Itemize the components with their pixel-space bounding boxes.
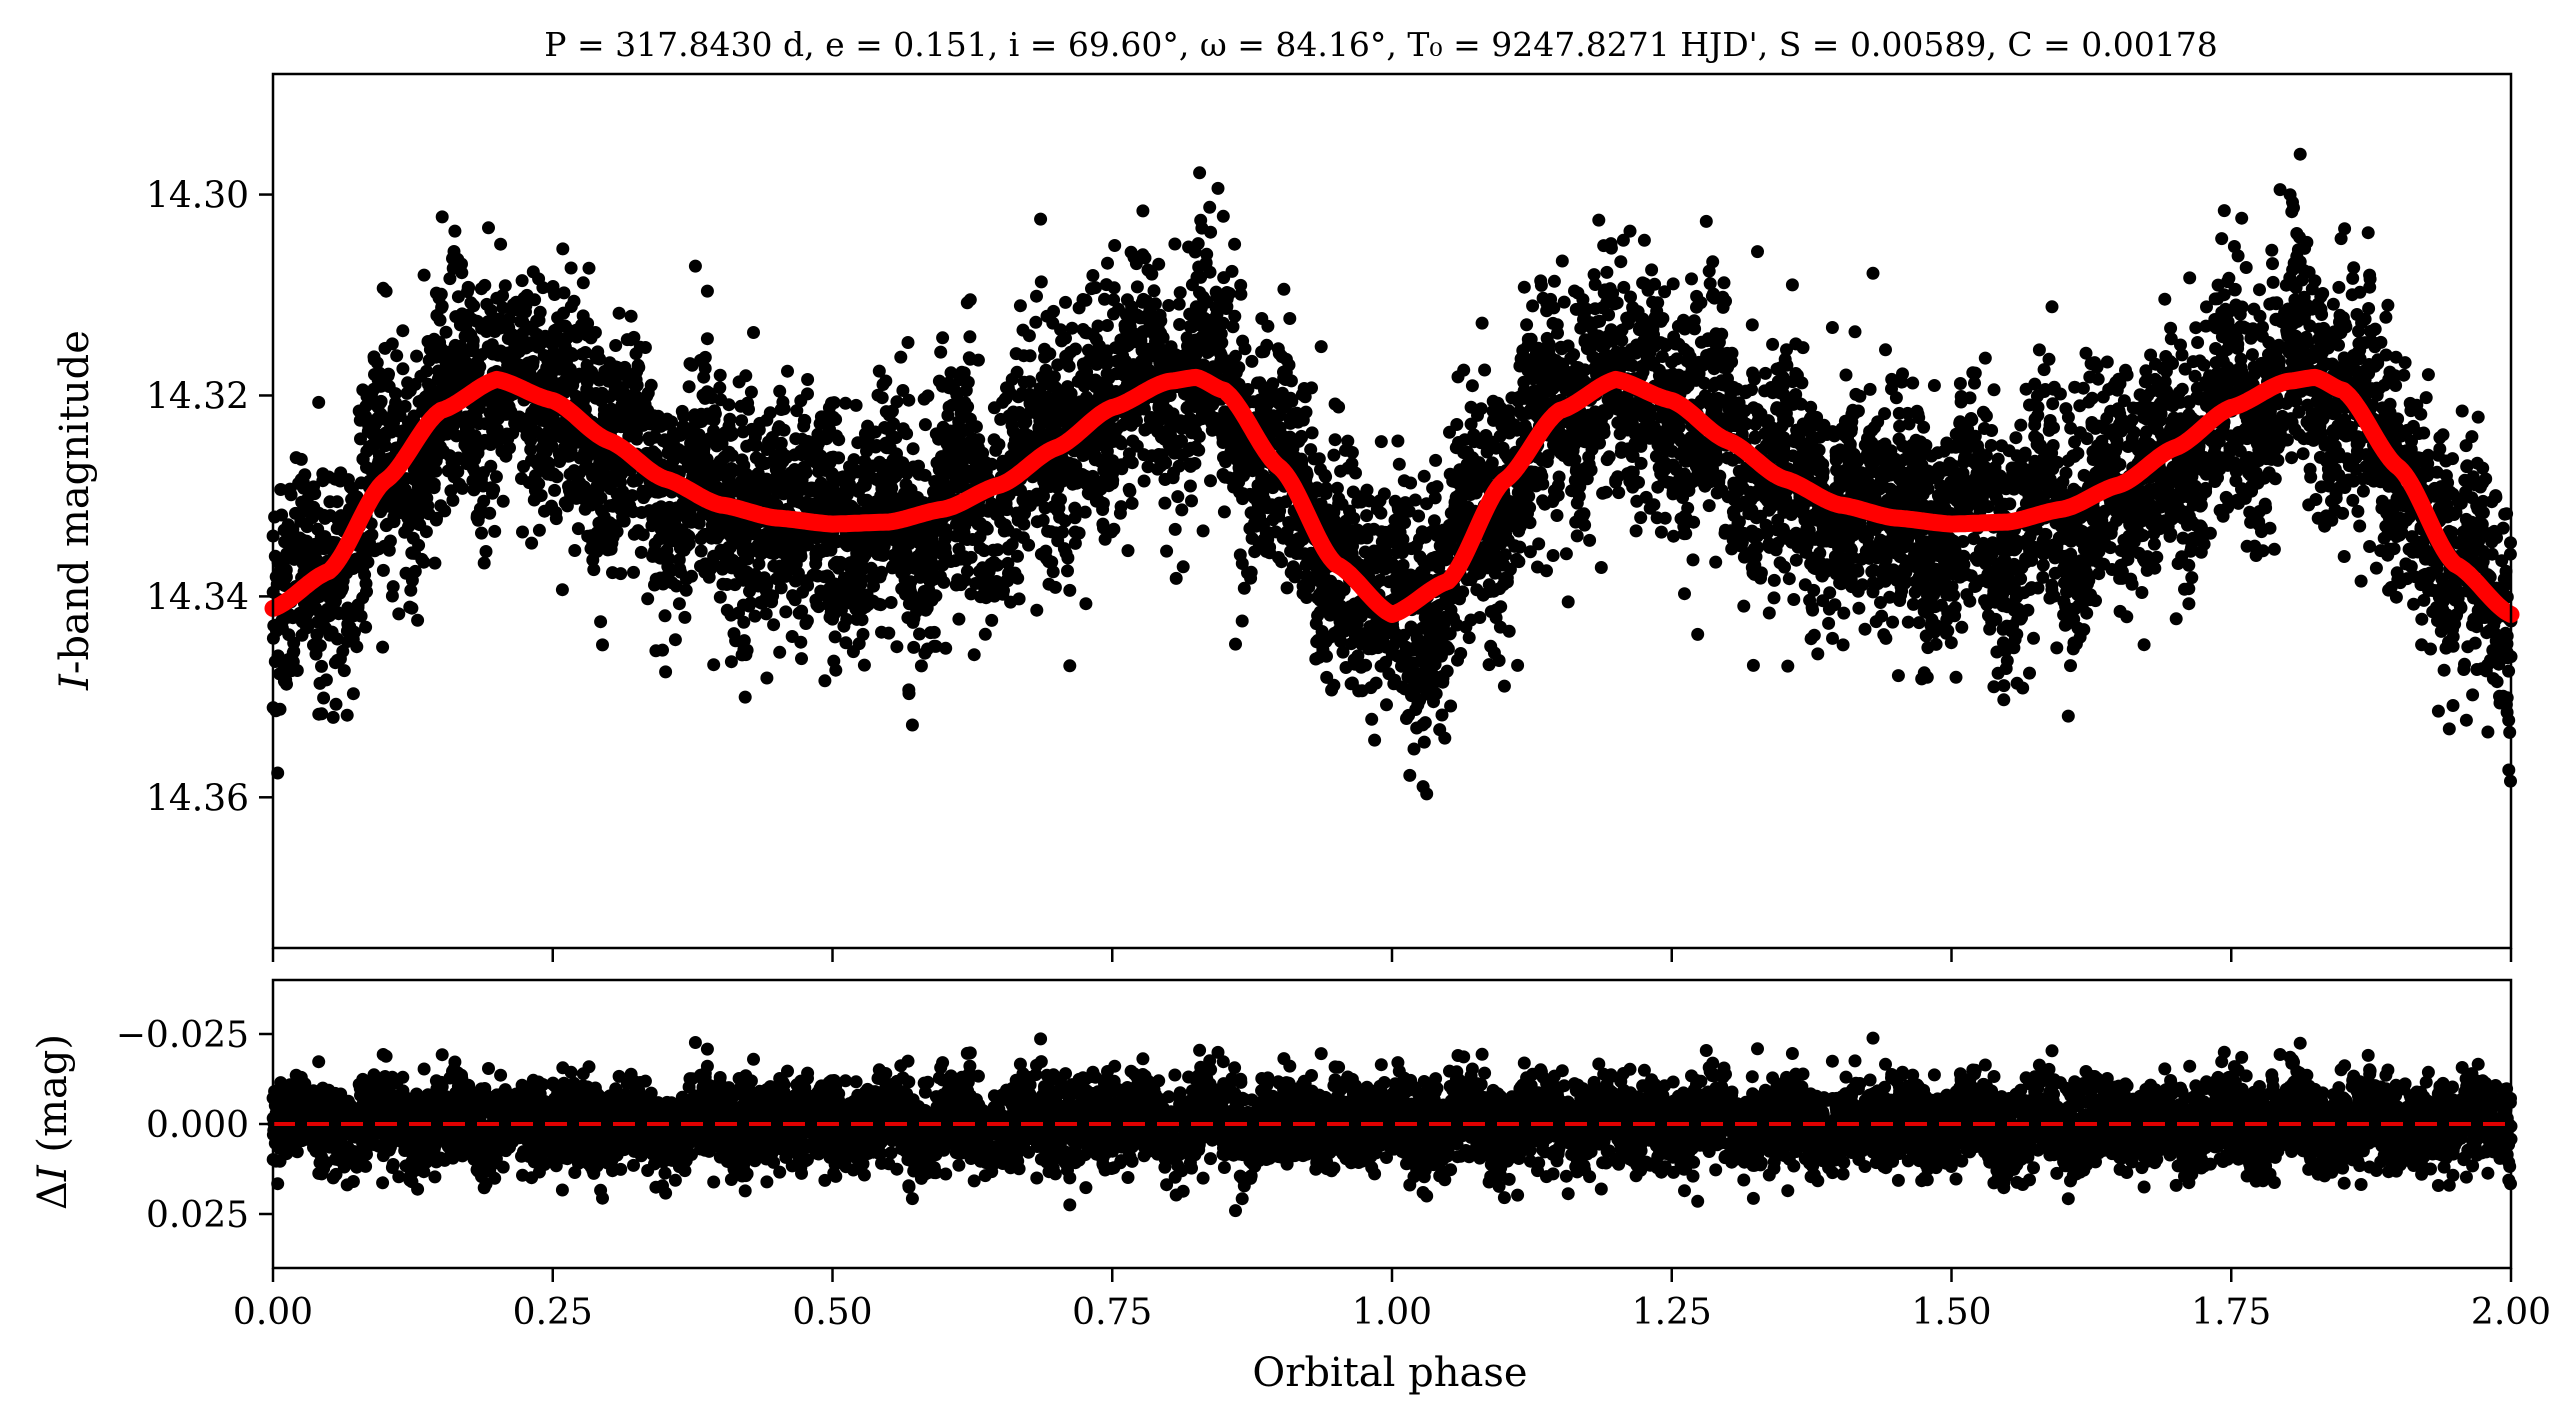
- observed-points: [266, 147, 2518, 801]
- y-tick-label: 0.000: [146, 1105, 249, 1146]
- y-tick-label: 14.36: [146, 778, 249, 819]
- top-x-axis: [271, 948, 2513, 962]
- residual-points: [266, 1031, 2518, 1218]
- y-tick-label: 14.34: [146, 577, 249, 618]
- x-tick-label: 0.75: [1072, 1292, 1152, 1333]
- residuals-panel: −0.025 0.000 0.025 0.00 0.25 0.50 0.75 1.00 1.2…: [30, 978, 2551, 1396]
- x-tick-label: 2.00: [2471, 1292, 2551, 1333]
- light-curve-panel: 14.30 14.32 14.34 14.36 I-band magnitude: [52, 72, 2520, 962]
- bottom-y-axis: −0.025 0.000 0.025: [116, 1015, 273, 1236]
- top-y-axis: 14.30 14.32 14.34 14.36: [146, 176, 273, 819]
- top-y-axis-title: I-band magnitude: [52, 330, 98, 691]
- figure-title: P = 317.8430 d, e = 0.151, i = 69.60°, ω…: [544, 25, 2217, 64]
- model-curve: [264, 368, 2520, 623]
- y-tick-label: 0.025: [146, 1195, 249, 1236]
- x-tick-label: 0.25: [513, 1292, 593, 1333]
- x-tick-label: 1.50: [1911, 1292, 1991, 1333]
- x-tick-label: 1.75: [2191, 1292, 2271, 1333]
- y-tick-label: −0.025: [116, 1015, 249, 1056]
- x-axis-title: Orbital phase: [1252, 1350, 1527, 1396]
- x-tick-label: 1.25: [1632, 1292, 1712, 1333]
- bottom-y-axis-title: ΔI (mag): [30, 1034, 76, 1210]
- y-tick-label: 14.30: [146, 176, 249, 217]
- bottom-x-axis: 0.00 0.25 0.50 0.75 1.00 1.25 1.50 1.75 2.00: [233, 1268, 2551, 1333]
- y-tick-label: 14.32: [146, 376, 249, 417]
- x-tick-label: 0.00: [233, 1292, 313, 1333]
- x-tick-label: 1.00: [1352, 1292, 1432, 1333]
- x-tick-label: 0.50: [792, 1292, 872, 1333]
